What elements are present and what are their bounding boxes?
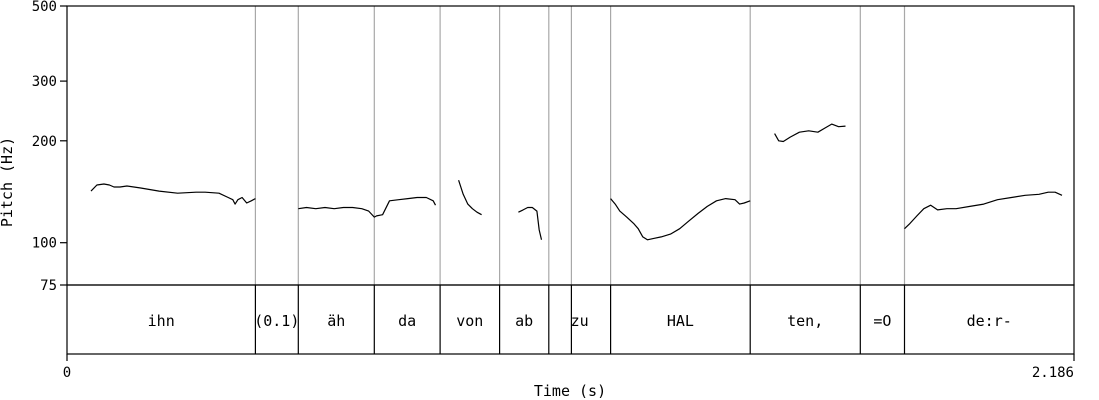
interval-labels: ihn (0.1) äh da von ab zu HAL ten, =O de:r- [148, 312, 1012, 330]
interval-label-4: von [456, 312, 483, 330]
interval-label-8: ten, [787, 312, 823, 330]
y-axis: 75 100 200 300 500 [32, 0, 67, 294]
pitch-segment-3 [518, 206, 543, 240]
x-axis-title: Time (s) [534, 382, 606, 400]
interval-label-6: zu [571, 312, 589, 330]
y-tick-label-300: 300 [32, 74, 57, 90]
interval-label-7: HAL [667, 312, 694, 330]
y-tick-label-200: 200 [32, 134, 57, 150]
x-tick-label-start: 0 [63, 365, 71, 381]
pitch-segment-1 [298, 196, 437, 218]
pitch-segment-5 [774, 123, 846, 143]
pitch-panel-frame [66, 5, 1075, 286]
pitch-segment-6 [904, 191, 1063, 230]
interval-label-1: (0.1) [254, 312, 299, 330]
interval-label-10: de:r- [967, 312, 1012, 330]
y-tick-label-100: 100 [32, 236, 57, 252]
x-tick-label-end: 2.186 [1032, 365, 1074, 381]
y-tick-label-500: 500 [32, 0, 57, 15]
y-axis-title: Pitch (Hz) [0, 137, 16, 227]
boundary-lines [254, 6, 906, 354]
interval-label-9: =O [873, 312, 891, 330]
chart-frame [66, 5, 1075, 355]
tier-panel-frame [66, 284, 1075, 355]
x-axis: 0 2.186 Time (s) [63, 354, 1075, 400]
interval-label-5: ab [515, 312, 533, 330]
pitch-segment-4 [610, 198, 751, 241]
interval-label-2: äh [327, 312, 345, 330]
pitch-segment-0 [90, 183, 256, 205]
interval-label-0: ihn [148, 312, 175, 330]
interval-label-3: da [398, 312, 416, 330]
pitch-curves [90, 123, 1063, 241]
y-tick-label-75: 75 [40, 278, 57, 294]
pitch-segment-2 [458, 180, 482, 216]
